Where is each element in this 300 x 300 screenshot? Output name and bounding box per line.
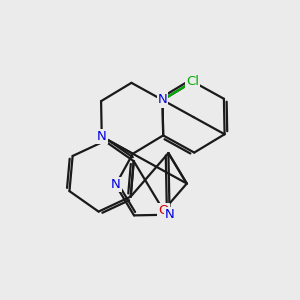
Text: N: N	[158, 94, 167, 106]
Text: Cl: Cl	[186, 75, 200, 88]
Text: O: O	[158, 204, 169, 217]
Text: N: N	[111, 178, 121, 191]
Text: N: N	[165, 208, 175, 221]
Text: N: N	[97, 130, 106, 143]
